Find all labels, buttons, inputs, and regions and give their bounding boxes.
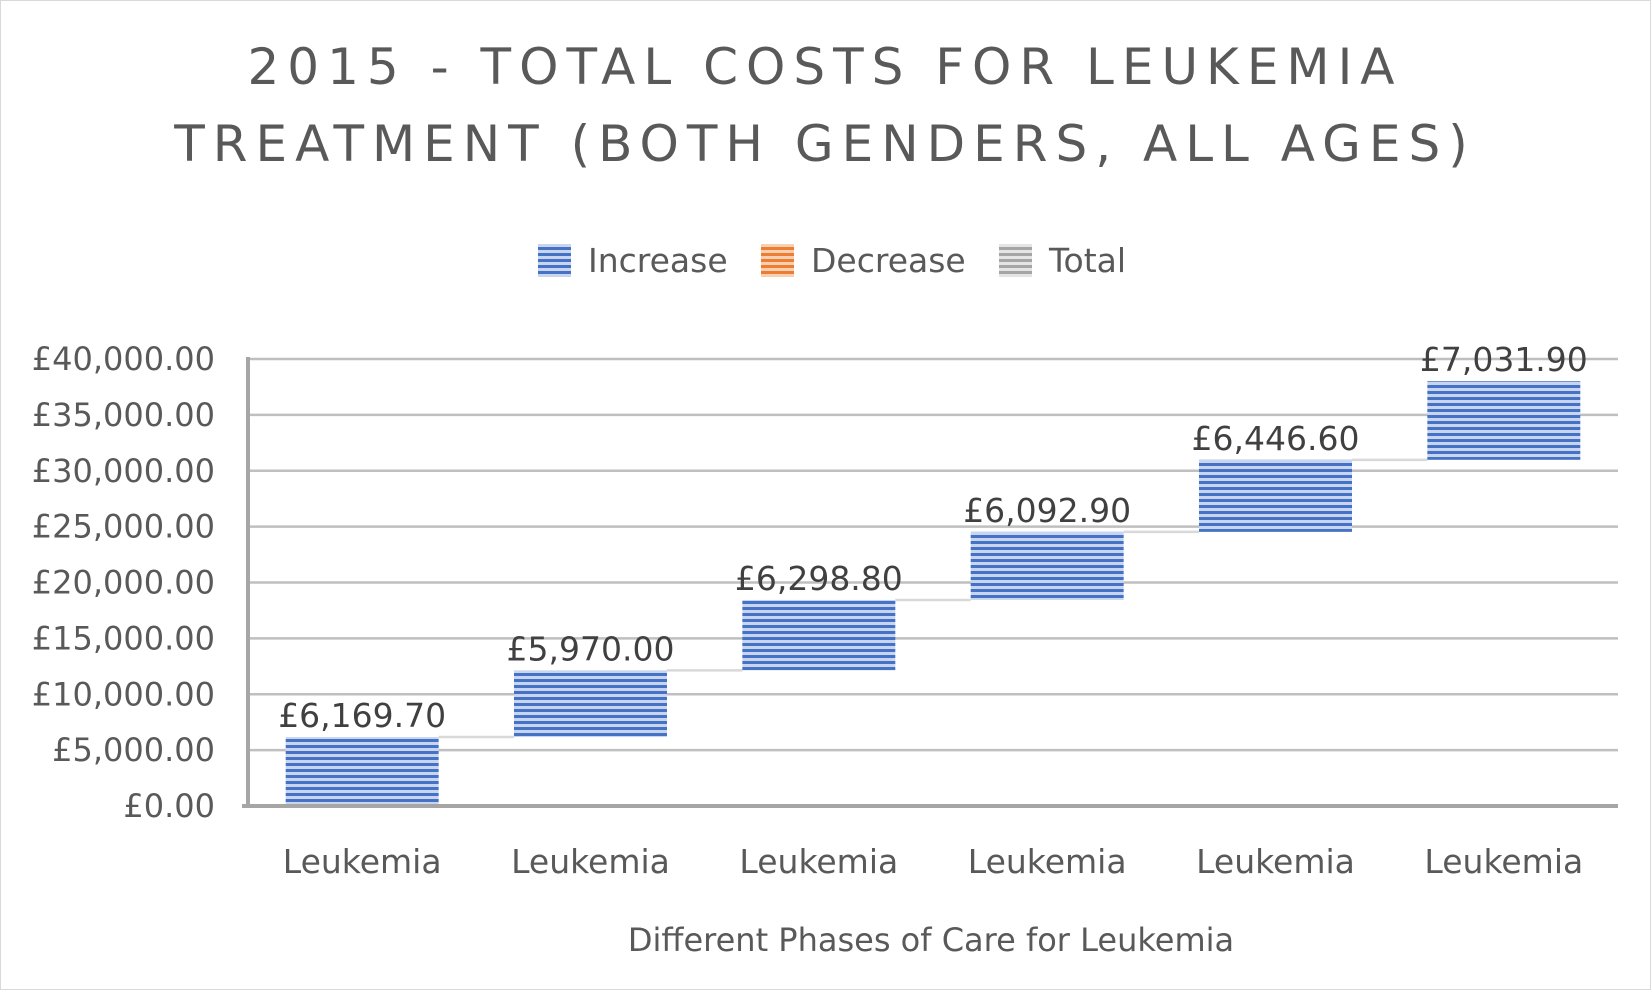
y-tick-label: £10,000.00 bbox=[32, 675, 215, 713]
y-tick-label: £20,000.00 bbox=[32, 564, 215, 602]
y-tick-label: £0.00 bbox=[123, 787, 215, 825]
data-label: £6,298.80 bbox=[735, 559, 903, 598]
connector-lines bbox=[438, 458, 1428, 739]
x-category-label: Leukemia bbox=[1196, 842, 1355, 881]
y-tick-label: £15,000.00 bbox=[32, 619, 215, 657]
x-category-label: Leukemia bbox=[968, 842, 1127, 881]
legend-label-decrease: Decrease bbox=[811, 241, 966, 280]
chart-title-line-1: 2015 - TOTAL COSTS FOR LEUKEMIA bbox=[247, 38, 1402, 96]
x-axis-category-labels: Leukemia Leukemia Leukemia Leukemia Leukemia… bbox=[283, 842, 1583, 881]
bar bbox=[285, 737, 439, 806]
legend-label-increase: Increase bbox=[588, 241, 728, 280]
bar bbox=[514, 670, 667, 738]
bars bbox=[285, 381, 1581, 806]
y-tick-label: £5,000.00 bbox=[52, 731, 215, 769]
chart-title-line-2: TREATMENT (BOTH GENDERS, ALL AGES) bbox=[173, 115, 1475, 173]
data-label: £6,446.60 bbox=[1192, 419, 1360, 458]
x-category-label: Leukemia bbox=[1424, 842, 1583, 881]
y-tick-label: £30,000.00 bbox=[32, 452, 215, 490]
gridlines bbox=[248, 357, 1618, 752]
legend-swatch-increase bbox=[538, 244, 571, 277]
data-label: £7,031.90 bbox=[1420, 340, 1588, 379]
y-tick-label: £25,000.00 bbox=[32, 508, 215, 546]
bar bbox=[742, 599, 896, 671]
x-category-label: Leukemia bbox=[283, 842, 442, 881]
legend: Increase Decrease Total bbox=[538, 241, 1126, 280]
bar bbox=[1427, 381, 1581, 460]
data-label: £5,970.00 bbox=[507, 629, 675, 668]
data-label: £6,169.70 bbox=[278, 696, 446, 735]
x-category-label: Leukemia bbox=[511, 842, 670, 881]
bar bbox=[970, 531, 1124, 600]
y-tick-label: £40,000.00 bbox=[32, 340, 215, 378]
legend-swatch-decrease bbox=[761, 244, 794, 277]
axes bbox=[242, 357, 1618, 808]
bar bbox=[1199, 459, 1352, 532]
data-labels: £6,169.70 £5,970.00 £6,298.80 £6,092.90 £6,4… bbox=[278, 340, 1588, 735]
y-axis-tick-labels: £0.00 £5,000.00 £10,000.00 £15,000.00 £20,00… bbox=[32, 340, 215, 825]
x-axis-title: Different Phases of Care for Leukemia bbox=[628, 921, 1234, 959]
legend-label-total: Total bbox=[1048, 241, 1126, 280]
x-category-label: Leukemia bbox=[739, 842, 898, 881]
data-label: £6,092.90 bbox=[963, 491, 1131, 530]
legend-swatch-total bbox=[999, 244, 1032, 277]
y-tick-label: £35,000.00 bbox=[32, 396, 215, 434]
